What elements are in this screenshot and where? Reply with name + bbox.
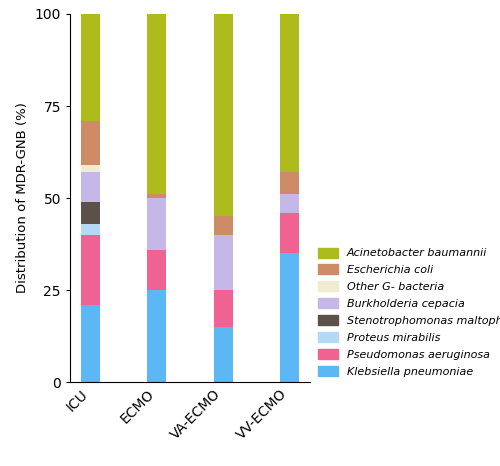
Bar	[81, 224, 100, 235]
Bar	[148, 290, 166, 382]
Bar	[148, 198, 166, 250]
Bar	[81, 235, 100, 305]
Bar	[280, 254, 299, 382]
Bar	[81, 172, 100, 202]
Bar	[81, 305, 100, 382]
Bar	[148, 194, 166, 198]
Bar	[280, 194, 299, 213]
Bar	[81, 121, 100, 165]
Bar	[214, 14, 233, 216]
Bar	[81, 202, 100, 224]
Bar	[214, 216, 233, 235]
Bar	[81, 165, 100, 172]
Bar	[280, 14, 299, 172]
Bar	[214, 235, 233, 290]
Bar	[81, 14, 100, 121]
Bar	[214, 327, 233, 382]
Legend: Acinetobacter baumannii, Escherichia coli, Other G- bacteria, Burkholderia cepac: Acinetobacter baumannii, Escherichia col…	[318, 247, 500, 377]
Bar	[214, 290, 233, 327]
Bar	[280, 213, 299, 254]
Bar	[280, 172, 299, 194]
Bar	[148, 14, 166, 194]
Y-axis label: Distribution of MDR-GNB (%): Distribution of MDR-GNB (%)	[16, 103, 29, 294]
Bar	[148, 250, 166, 290]
